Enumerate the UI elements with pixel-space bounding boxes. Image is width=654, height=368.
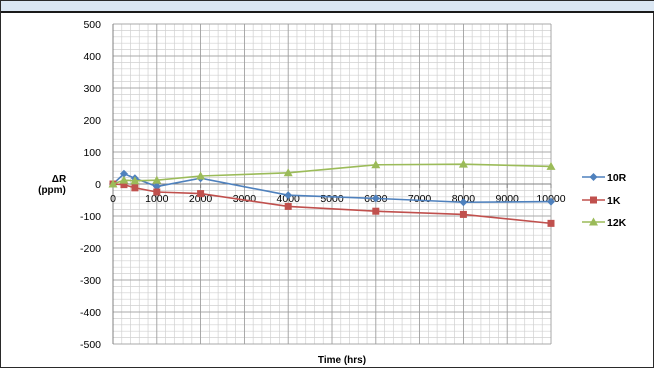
x-tick-label: 1000	[145, 193, 169, 205]
y-tick-label: -400	[80, 307, 101, 319]
y-axis-label-line2: (ppm)	[38, 185, 66, 196]
data-point-10R	[119, 169, 128, 178]
legend: 10R 1K 12K	[582, 172, 627, 229]
x-tick-label: 5000	[320, 193, 344, 205]
legend-marker-12K	[589, 217, 598, 226]
data-point-10R	[371, 194, 380, 203]
legend-marker-10R	[589, 173, 598, 181]
data-point-1K	[459, 210, 467, 218]
data-point-1K	[153, 188, 161, 196]
y-tick-label: 400	[83, 51, 101, 63]
legend-item-10R: 10R	[582, 172, 627, 184]
data-point-1K	[547, 219, 555, 227]
y-tick-labels: -500 -400 -300 -200 -100 0 100 200 300 400 500	[80, 19, 101, 351]
y-tick-label: 500	[83, 19, 101, 31]
data-point-12K	[283, 168, 293, 177]
data-point-1K	[284, 202, 292, 210]
legend-label-10R: 10R	[607, 172, 627, 184]
data-point-1K	[120, 181, 128, 189]
y-axis-label-line1: ΔR	[52, 174, 67, 185]
data-point-12K	[119, 175, 129, 184]
y-tick-label: -500	[80, 339, 101, 351]
x-tick-label: 7000	[408, 193, 432, 205]
header-band	[1, 1, 654, 13]
y-tick-label: -300	[80, 275, 101, 287]
series-12K	[108, 159, 556, 188]
data-point-1K	[197, 190, 205, 198]
data-point-10R	[284, 191, 293, 200]
data-point-12K	[458, 159, 468, 168]
data-point-12K	[108, 179, 118, 188]
y-tick-label: 100	[83, 147, 101, 159]
legend-marker-1K	[590, 196, 597, 204]
y-tick-label: 200	[83, 115, 101, 127]
legend-label-1K: 1K	[607, 195, 621, 207]
data-point-1K	[372, 207, 380, 215]
data-point-1K	[131, 184, 139, 192]
y-tick-label: 300	[83, 83, 101, 95]
series-layer	[108, 159, 556, 227]
data-point-12K	[152, 175, 162, 184]
x-tick-label: 2000	[189, 193, 213, 205]
y-tick-label: -100	[80, 211, 101, 223]
x-tick-label: 9000	[496, 193, 520, 205]
data-point-12K	[546, 161, 556, 170]
x-tick-label: 0	[110, 193, 116, 205]
data-point-12K	[196, 171, 206, 180]
x-axis-label: Time (hrs)	[318, 355, 366, 366]
legend-label-12K: 12K	[607, 217, 627, 229]
y-tick-label: -200	[80, 243, 101, 255]
legend-item-1K: 1K	[582, 195, 621, 207]
data-point-10R	[547, 197, 555, 206]
legend-item-12K: 12K	[582, 217, 627, 229]
data-point-12K	[371, 160, 381, 169]
x-tick-label: 3000	[233, 193, 257, 205]
data-point-10R	[459, 198, 468, 207]
data-point-12K	[130, 176, 140, 185]
y-tick-label: 0	[95, 179, 101, 191]
